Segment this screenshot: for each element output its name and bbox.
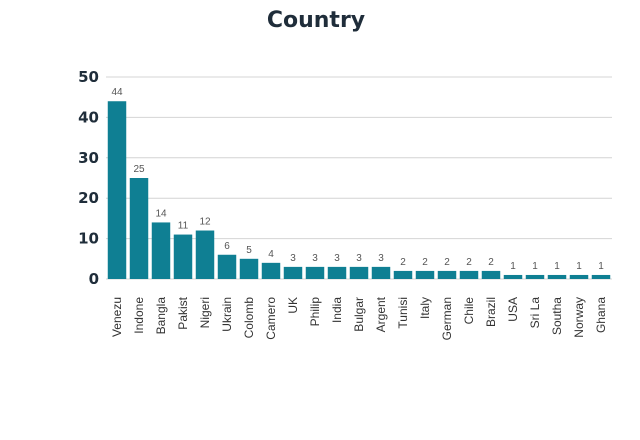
bar xyxy=(371,266,391,279)
x-tick-label: Ghana xyxy=(594,297,608,333)
x-tick-label: Italy xyxy=(418,297,432,319)
bar xyxy=(151,222,171,279)
y-tick-label: 50 xyxy=(78,68,99,86)
chart-title: Country xyxy=(267,8,365,33)
x-tick-label: Norway xyxy=(572,297,586,338)
x-tick-label: Southa xyxy=(550,297,564,335)
x-tick-label: Ukrain xyxy=(220,297,234,332)
bar xyxy=(591,274,611,279)
data-label: 2 xyxy=(466,257,472,268)
data-label: 2 xyxy=(488,257,494,268)
data-label: 44 xyxy=(111,87,123,98)
x-tick-label: Camero xyxy=(264,297,278,340)
bar xyxy=(305,266,325,279)
bar xyxy=(569,274,589,279)
data-label: 11 xyxy=(178,221,189,232)
data-label: 4 xyxy=(268,249,274,260)
y-axis-ticks: 0 10 20 30 40 50 xyxy=(78,68,99,288)
bar xyxy=(547,274,567,279)
data-label: 1 xyxy=(576,261,582,272)
bar xyxy=(525,274,545,279)
x-tick-label: Indone xyxy=(132,297,146,334)
data-label: 2 xyxy=(444,257,450,268)
x-tick-label: Argent xyxy=(374,296,388,332)
bar xyxy=(283,266,303,279)
x-tick-label: Nigeri xyxy=(198,297,212,328)
data-label: 3 xyxy=(356,253,362,264)
bar xyxy=(459,270,479,279)
data-label: 3 xyxy=(334,253,340,264)
data-label: 1 xyxy=(532,261,538,272)
bar xyxy=(261,262,281,279)
data-label: 25 xyxy=(133,164,145,175)
y-tick-label: 20 xyxy=(78,189,99,207)
bar xyxy=(503,274,523,279)
data-label: 6 xyxy=(224,241,230,252)
data-label: 2 xyxy=(400,257,406,268)
data-label: 3 xyxy=(312,253,318,264)
x-tick-label: UK xyxy=(286,297,300,314)
x-tick-label: Bulgar xyxy=(352,297,366,332)
y-tick-label: 30 xyxy=(78,149,99,167)
bar xyxy=(415,270,435,279)
x-tick-label: Chile xyxy=(462,297,476,325)
data-label: 12 xyxy=(199,217,211,228)
bar xyxy=(129,178,149,279)
x-axis-ticks: Venezu Indone Bangla Pakist Nigeri Ukrain Colo… xyxy=(110,296,608,340)
data-label: 3 xyxy=(378,253,384,264)
bar xyxy=(393,270,413,279)
bar xyxy=(349,266,369,279)
bar xyxy=(173,234,193,279)
data-label: 2 xyxy=(422,257,428,268)
x-tick-label: Colomb xyxy=(242,297,256,339)
x-tick-label: Venezu xyxy=(110,297,124,337)
y-tick-label: 40 xyxy=(78,108,99,126)
data-label: 1 xyxy=(554,261,560,272)
x-tick-label: India xyxy=(330,297,344,323)
bar xyxy=(239,258,259,279)
x-tick-label: Sri La xyxy=(528,297,542,329)
bar xyxy=(217,254,237,279)
bar xyxy=(195,230,215,279)
x-tick-label: USA xyxy=(506,297,520,322)
bar xyxy=(437,270,457,279)
bar xyxy=(107,101,127,280)
data-label: 1 xyxy=(598,261,604,272)
x-tick-label: German xyxy=(440,297,454,340)
y-tick-label: 10 xyxy=(78,230,99,248)
data-label: 1 xyxy=(510,261,516,272)
bars xyxy=(107,101,611,280)
x-tick-label: Bangla xyxy=(154,297,168,335)
x-tick-label: Brazil xyxy=(484,297,498,327)
data-label: 3 xyxy=(290,253,296,264)
data-label: 14 xyxy=(155,208,167,219)
x-tick-label: Philip xyxy=(308,297,322,327)
x-tick-label: Tunisi xyxy=(396,297,410,329)
bar xyxy=(481,270,501,279)
bar xyxy=(327,266,347,279)
y-tick-label: 0 xyxy=(89,270,99,288)
data-label: 5 xyxy=(246,245,252,256)
x-tick-label: Pakist xyxy=(176,296,190,329)
